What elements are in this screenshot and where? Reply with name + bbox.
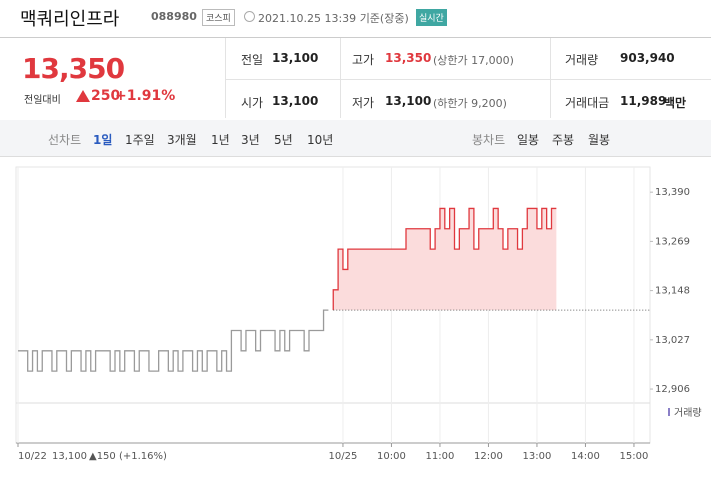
divider [225, 38, 226, 118]
chart: 10/22 10/25 10:00 11:00 12:00 13:00 14:00 15:00… [15, 166, 702, 462]
stat-value: 11,989 [620, 94, 667, 108]
stat-unit: 백만 [664, 96, 687, 110]
stat-sub: (상한가 17,000) [433, 54, 514, 67]
stat-value: 13,100 [385, 94, 432, 108]
tab-group-label: 선차트 [48, 133, 82, 147]
stat-value: 13,100 [272, 94, 319, 108]
footer-change: ▲150 (+1.16%) [89, 451, 167, 462]
stock-name: 맥쿼리인프라 [20, 9, 120, 30]
stat-label: 고가 [352, 53, 375, 67]
x-tick-label: 15:00 [620, 451, 649, 462]
y-tick-label: 13,148 [655, 286, 690, 297]
tab-bar [0, 120, 711, 157]
footer-price: 13,100 [52, 451, 87, 462]
stat-label: 저가 [352, 96, 375, 110]
current-price: 13,350 [22, 52, 125, 85]
volume-legend-key [668, 408, 670, 416]
stat-label: 시가 [241, 96, 264, 110]
stock-code: 088980 [151, 10, 197, 23]
stat-value: 13,350 [385, 51, 432, 65]
x-tick-label: 13:00 [523, 451, 552, 462]
stat-value: 13,100 [272, 51, 319, 65]
clock-icon [244, 11, 255, 22]
basis: 기준(장중) [359, 12, 409, 25]
divider [226, 79, 711, 80]
line [18, 309, 329, 372]
x-tick-label: 10:00 [377, 451, 406, 462]
tab[interactable]: 1년 [211, 133, 230, 147]
divider [550, 38, 551, 118]
y-tick-label: 13,390 [655, 187, 690, 198]
tab[interactable]: 월봉 [588, 133, 611, 147]
tab[interactable]: 1주일 [125, 133, 155, 147]
tab-group-label: 봉차트 [472, 133, 506, 147]
stat-label: 거래대금 [565, 96, 610, 110]
y-tick-label: 13,027 [655, 335, 690, 346]
x-tick-label: 11:00 [426, 451, 455, 462]
change-label: 전일대비 [24, 95, 61, 106]
change: 250 [91, 88, 121, 104]
change-rate: +1.91% [115, 88, 176, 104]
tab[interactable]: 5년 [274, 133, 293, 147]
tab[interactable]: 10년 [307, 133, 334, 147]
line [332, 207, 557, 311]
tab[interactable]: 주봉 [552, 133, 575, 147]
realtime-badge[interactable]: 실시간 [416, 9, 447, 26]
stat-label: 거래량 [565, 53, 599, 67]
tab[interactable]: 3년 [241, 133, 260, 147]
up-arrow [76, 90, 90, 102]
tab[interactable]: 일봉 [517, 133, 540, 147]
volume-legend: 거래량 [674, 407, 702, 419]
y-tick-label: 12,906 [655, 384, 690, 395]
x-tick-label: 14:00 [571, 451, 600, 462]
stat-label: 전일 [241, 53, 264, 67]
tab[interactable]: 3개월 [167, 133, 197, 147]
area [333, 208, 557, 311]
x-tick-label: 10/25 [329, 451, 358, 462]
datetime: 2021.10.25 13:39 기준(장중) [258, 10, 409, 26]
divider [340, 38, 341, 118]
tab[interactable]: 1일 [93, 133, 113, 147]
datetime-value: 2021.10.25 13:39 [258, 12, 357, 25]
x-tick-label: 10/22 [18, 451, 47, 462]
stat-sub: (하한가 9,200) [433, 97, 507, 110]
market-tag: 코스피 [202, 9, 235, 26]
stat-value: 903,940 [620, 51, 675, 65]
y-tick-label: 13,269 [655, 236, 690, 247]
x-tick-label: 12:00 [474, 451, 503, 462]
